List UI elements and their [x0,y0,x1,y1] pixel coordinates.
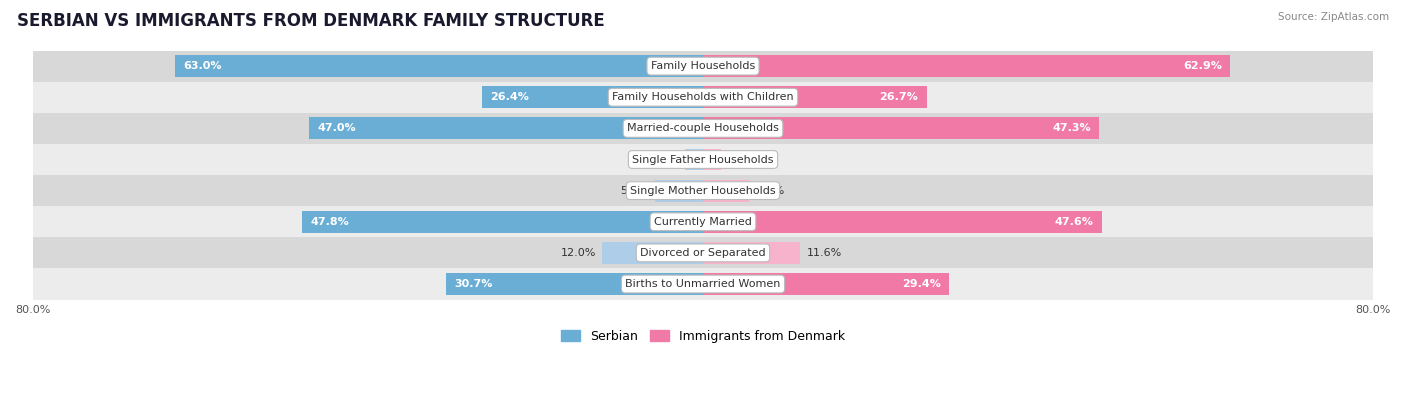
Text: Family Households with Children: Family Households with Children [612,92,794,102]
Text: 12.0%: 12.0% [561,248,596,258]
Bar [703,87,927,108]
Bar [309,117,703,139]
Bar [32,51,1374,82]
Text: SERBIAN VS IMMIGRANTS FROM DENMARK FAMILY STRUCTURE: SERBIAN VS IMMIGRANTS FROM DENMARK FAMIL… [17,12,605,30]
Bar [446,273,703,295]
Text: Family Households: Family Households [651,61,755,71]
Text: Married-couple Households: Married-couple Households [627,123,779,134]
Bar [32,237,1374,269]
Text: 47.8%: 47.8% [311,217,350,227]
Text: Divorced or Separated: Divorced or Separated [640,248,766,258]
Text: Currently Married: Currently Married [654,217,752,227]
Bar [302,211,703,233]
Text: 47.3%: 47.3% [1052,123,1091,134]
Text: 29.4%: 29.4% [903,279,941,289]
Text: 2.2%: 2.2% [650,154,678,164]
Legend: Serbian, Immigrants from Denmark: Serbian, Immigrants from Denmark [555,325,851,348]
Text: 63.0%: 63.0% [184,61,222,71]
Text: 47.6%: 47.6% [1054,217,1094,227]
Bar [32,269,1374,299]
Text: 11.6%: 11.6% [807,248,842,258]
Bar [703,117,1099,139]
Bar [655,180,703,201]
Bar [703,211,1102,233]
Text: Source: ZipAtlas.com: Source: ZipAtlas.com [1278,12,1389,22]
Bar [482,87,703,108]
Bar [703,273,949,295]
Text: 47.0%: 47.0% [318,123,356,134]
Text: 62.9%: 62.9% [1182,61,1222,71]
Text: 30.7%: 30.7% [454,279,492,289]
Bar [32,113,1374,144]
Text: Single Father Households: Single Father Households [633,154,773,164]
Bar [602,242,703,264]
Bar [703,180,749,201]
Text: Births to Unmarried Women: Births to Unmarried Women [626,279,780,289]
Bar [703,242,800,264]
Bar [32,82,1374,113]
Bar [685,149,703,170]
Text: Single Mother Households: Single Mother Households [630,186,776,196]
Bar [176,55,703,77]
Text: 5.7%: 5.7% [620,186,648,196]
Bar [703,149,721,170]
Bar [32,206,1374,237]
Bar [32,144,1374,175]
Text: 26.4%: 26.4% [491,92,529,102]
Bar [32,175,1374,206]
Text: 26.7%: 26.7% [880,92,918,102]
Text: 5.5%: 5.5% [756,186,785,196]
Bar [703,55,1230,77]
Text: 2.1%: 2.1% [727,154,755,164]
